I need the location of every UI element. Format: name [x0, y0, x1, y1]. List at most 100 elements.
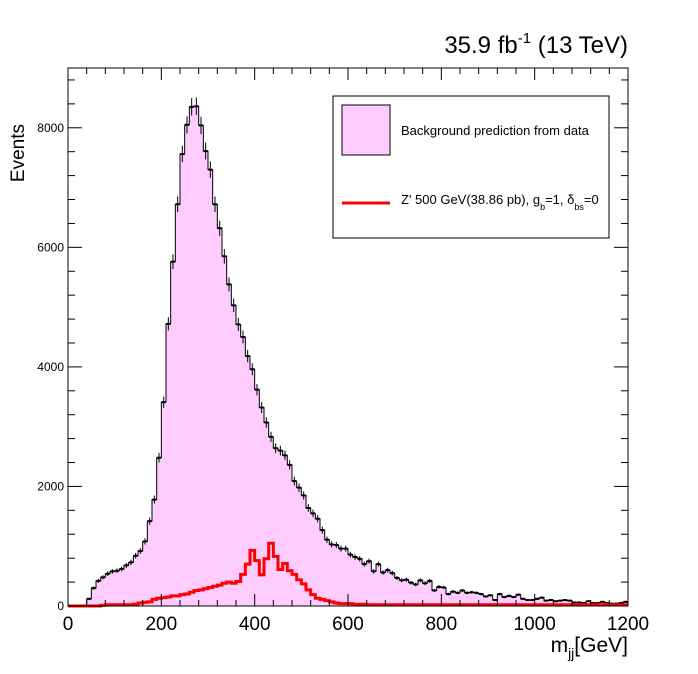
background-bin: [408, 582, 414, 606]
background-bin: [156, 457, 162, 606]
background-bin: [278, 450, 284, 606]
background-bin: [91, 588, 97, 606]
background-bin: [506, 595, 512, 606]
background-bin: [441, 587, 447, 606]
background-bin: [320, 530, 326, 606]
background-bin: [376, 564, 382, 606]
background-bin: [483, 596, 489, 606]
x-tick-label: 800: [425, 614, 457, 635]
background-bin: [292, 481, 298, 606]
x-tick-label: 1000: [514, 614, 556, 635]
background-bin: [422, 583, 428, 606]
background-bin: [240, 337, 246, 606]
background-bin: [446, 594, 452, 606]
legend: Background prediction from data Z' 500 G…: [332, 95, 610, 239]
background-bin: [296, 487, 302, 606]
background-bin: [231, 305, 237, 606]
background-bin: [119, 568, 125, 606]
background-bin: [324, 539, 330, 606]
background-bin: [217, 228, 223, 606]
background-bin: [166, 323, 172, 606]
background-bin: [114, 570, 120, 606]
background-bin: [418, 580, 424, 606]
background-bin: [492, 600, 498, 606]
y-tick-label: 2000: [37, 479, 64, 493]
background-bin: [184, 124, 190, 607]
background-bin: [366, 561, 372, 606]
background-bin: [511, 597, 517, 606]
background-bin: [152, 499, 158, 606]
background-bin: [525, 600, 531, 606]
background-bin: [450, 591, 456, 606]
background-bin: [432, 590, 438, 606]
background-bin: [460, 590, 466, 606]
x-tick-label: 200: [145, 614, 177, 635]
background-bin: [138, 551, 144, 606]
background-bin: [516, 594, 522, 606]
background-bin: [348, 554, 354, 606]
background-bin: [161, 402, 167, 606]
lumi-label: 35.9 fb-1 (13 TeV): [444, 30, 628, 59]
background-bin: [259, 407, 265, 606]
background-bin: [86, 598, 92, 606]
background-bin: [371, 571, 377, 606]
background-bin: [455, 592, 461, 606]
background-bin: [539, 597, 545, 606]
background-bin: [334, 545, 340, 606]
background-bin: [189, 106, 195, 606]
background-bin: [362, 564, 368, 606]
background-bin: [530, 600, 536, 606]
background-bin: [203, 151, 209, 606]
background-bin: [110, 571, 116, 606]
background-bin: [124, 565, 130, 606]
background-bin: [170, 261, 176, 606]
background-bin: [245, 356, 251, 606]
background-bin: [147, 521, 153, 606]
background-bin: [282, 455, 288, 606]
background-bin: [469, 592, 475, 606]
background-bin: [380, 572, 386, 606]
legend-swatch-background: [341, 104, 391, 156]
background-bin: [548, 600, 554, 606]
background-bin: [338, 548, 344, 606]
y-tick-label: 4000: [37, 360, 64, 374]
x-tick-label: 600: [332, 614, 364, 635]
background-bin: [254, 389, 260, 606]
background-bin: [180, 154, 186, 606]
background-bin: [497, 594, 503, 606]
background-bin: [310, 513, 316, 606]
legend-label-background: Background prediction from data: [401, 123, 590, 138]
y-tick-label: 8000: [37, 121, 64, 135]
background-bin: [404, 579, 410, 606]
x-tick-label: 1200: [607, 614, 649, 635]
y-axis-label: Events: [8, 124, 29, 182]
background-bin: [301, 495, 307, 606]
background-bin: [464, 592, 470, 606]
background-bin: [96, 580, 102, 606]
background-bin: [208, 169, 214, 606]
background-bin: [502, 597, 508, 606]
background-bin: [212, 204, 218, 606]
background-bin: [268, 436, 274, 606]
background-bin: [394, 577, 400, 606]
background-bin: [105, 573, 111, 606]
background-bin: [315, 518, 321, 606]
background-bin: [264, 422, 270, 606]
background-bin: [436, 586, 442, 606]
background-bin: [142, 541, 148, 606]
background-bin: [474, 592, 480, 606]
legend-label-signal: Z' 500 GeV(38.86 pb), gb=1, δbs=0: [401, 192, 599, 212]
background-bin: [175, 204, 181, 606]
y-tick-label: 0: [57, 599, 64, 613]
background-bin: [390, 573, 396, 606]
background-bin: [329, 544, 335, 606]
background-bin: [198, 125, 204, 607]
background-bin: [343, 548, 349, 606]
background-bin: [357, 558, 363, 606]
background-bin: [287, 464, 293, 606]
x-tick-label: 400: [239, 614, 271, 635]
background-bin: [306, 507, 312, 606]
background-bin: [399, 580, 405, 606]
background-bin: [478, 594, 484, 606]
